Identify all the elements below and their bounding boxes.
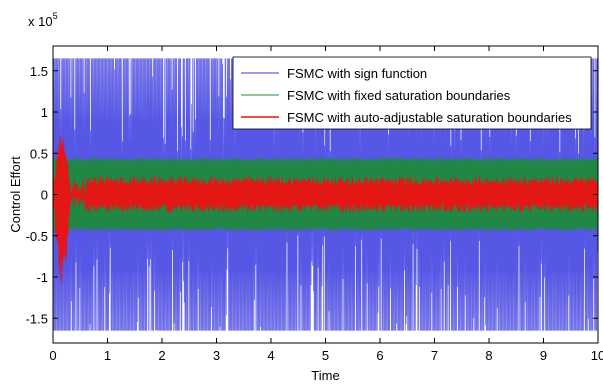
x-tick-label: 8 — [485, 348, 492, 363]
x-tick-label: 0 — [49, 348, 56, 363]
legend-label: FSMC with fixed saturation boundaries — [287, 88, 511, 103]
x-tick-label: 1 — [104, 348, 111, 363]
y-tick-label: -1 — [36, 270, 48, 285]
legend-label: FSMC with auto-adjustable saturation bou… — [287, 110, 572, 125]
y-multiplier-label: x 105 — [28, 11, 58, 29]
y-tick-label: 0 — [41, 188, 48, 203]
x-tick-label: 2 — [158, 348, 165, 363]
x-tick-label: 6 — [376, 348, 383, 363]
y-multiplier-base: x 10 — [28, 14, 53, 29]
x-tick-label: 9 — [540, 348, 547, 363]
y-multiplier-exponent: 5 — [53, 11, 58, 21]
x-tick-label: 4 — [267, 348, 274, 363]
legend: FSMC with sign function FSMC with fixed s… — [233, 57, 591, 129]
y-tick-label: -0.5 — [26, 229, 48, 244]
x-tick-label: 7 — [431, 348, 438, 363]
y-tick-label: 1 — [41, 105, 48, 120]
x-tick-label: 3 — [213, 348, 220, 363]
y-tick-label: 1.5 — [30, 64, 48, 79]
x-axis-label: Time — [311, 368, 339, 383]
x-tick-label: 5 — [322, 348, 329, 363]
y-axis-label: Control Effort — [8, 156, 23, 233]
y-tick-label: 0.5 — [30, 146, 48, 161]
x-tick-label: 10 — [591, 348, 603, 363]
legend-label: FSMC with sign function — [287, 66, 427, 81]
y-tick-label: -1.5 — [26, 311, 48, 326]
